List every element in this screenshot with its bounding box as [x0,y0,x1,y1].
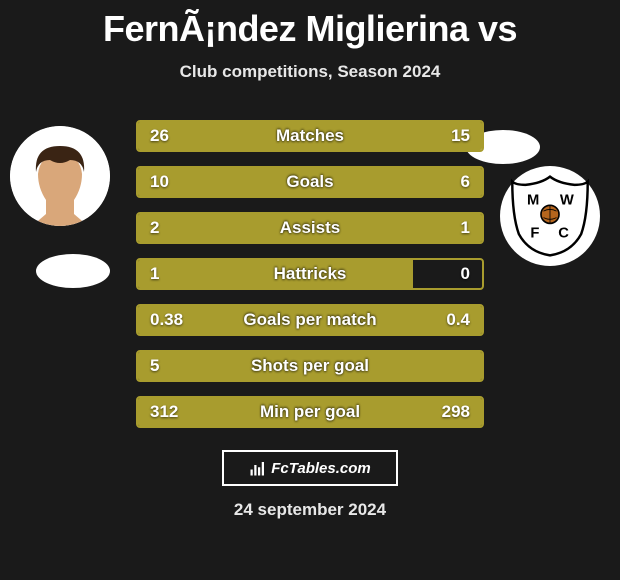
stat-bar-fill-left [138,168,355,196]
svg-text:M: M [527,193,539,209]
stat-value-right: 0 [461,260,470,288]
stat-bar-fill-left [138,306,307,334]
stat-bar-fill-right [307,398,482,426]
page-subtitle: Club competitions, Season 2024 [0,62,620,82]
comparison-panel: M W F C 2615Matches 106Goals 21Assists 10Ha… [0,106,620,436]
stat-bar: 106Goals [136,166,484,198]
site-watermark-text: FcTables.com [271,460,370,477]
stat-bar-fill-left [138,398,307,426]
svg-text:W: W [560,193,574,209]
stat-bar-fill-right [368,214,482,242]
stat-bar-fill-right [355,168,482,196]
flag-oval-left [36,254,110,288]
stat-bar: 10Hattricks [136,258,484,290]
stat-bar-fill-left [138,214,368,242]
stat-bars: 2615Matches106Goals21Assists10Hattricks0… [136,120,484,442]
stat-bar: 5Shots per goal [136,350,484,382]
stat-bar: 21Assists [136,212,484,244]
page-title: FernÃ¡ndez Miglierina vs [0,0,620,50]
stat-bar: 312298Min per goal [136,396,484,428]
stat-bar-fill-right [307,306,482,334]
stat-bar-fill-left [138,352,482,380]
page-date: 24 september 2024 [0,500,620,520]
stat-bar: 2615Matches [136,120,484,152]
svg-text:F: F [530,225,539,241]
site-watermark: FcTables.com [222,450,398,486]
svg-text:C: C [558,225,569,241]
bar-chart-icon [249,459,267,477]
club-badge-right: M W F C [500,166,600,266]
stat-bar-fill-left [138,260,413,288]
stat-bar-fill-right [355,122,482,150]
stat-bar-fill-left [138,122,355,150]
stat-bar: 0.380.4Goals per match [136,304,484,336]
player-avatar-left [10,126,110,226]
